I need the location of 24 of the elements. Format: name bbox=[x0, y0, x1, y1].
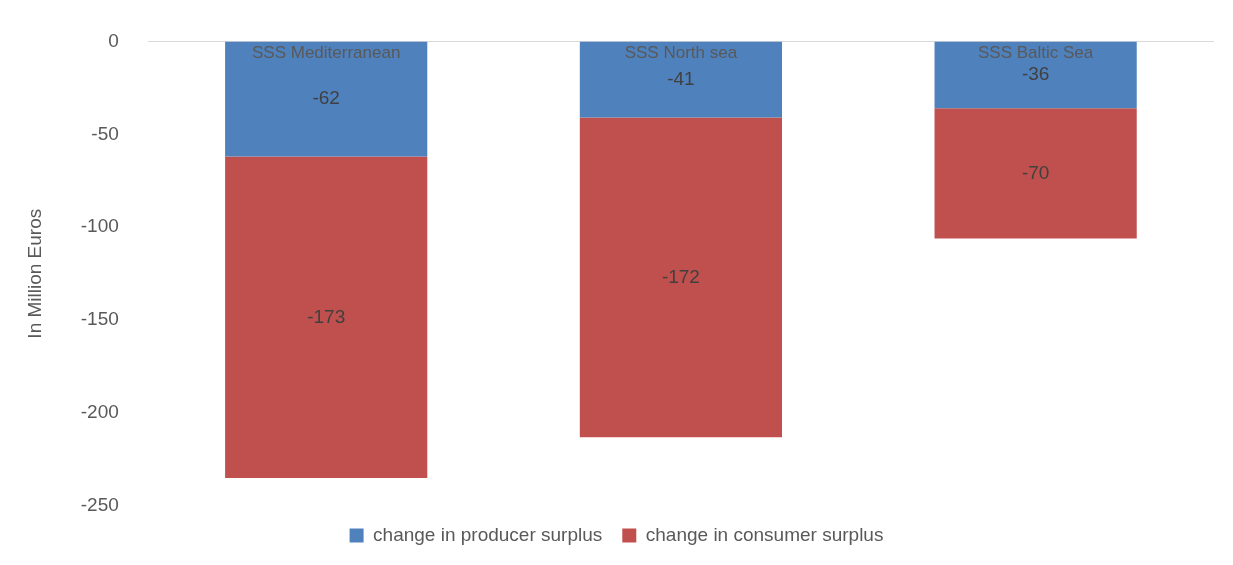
bar bbox=[579, 117, 783, 438]
bar bbox=[225, 41, 428, 157]
y-tick-label: -50 bbox=[91, 122, 119, 144]
bar bbox=[934, 108, 1137, 239]
bar bbox=[225, 156, 428, 479]
data-label: -172 bbox=[661, 265, 700, 287]
bar bbox=[579, 41, 783, 118]
y-tick-label: -100 bbox=[80, 215, 119, 237]
data-label: -41 bbox=[667, 67, 695, 89]
data-label: -70 bbox=[1021, 161, 1050, 183]
y-tick-label: -250 bbox=[80, 494, 119, 516]
data-label: -36 bbox=[1021, 63, 1050, 85]
y-axis-title: In Million Euros bbox=[23, 208, 45, 339]
x-tick-label: SSS North sea bbox=[624, 43, 738, 63]
x-tick-label: SSS Baltic Sea bbox=[978, 43, 1094, 63]
y-tick-label: -200 bbox=[80, 401, 119, 423]
x-tick-label: SSS Mediterranean bbox=[252, 43, 401, 63]
y-tick-label: 0 bbox=[108, 29, 119, 51]
data-label: -173 bbox=[307, 305, 346, 327]
y-tick-label: -150 bbox=[80, 308, 119, 330]
data-label: -62 bbox=[312, 87, 340, 109]
legend-label: change in producer surplus bbox=[373, 523, 603, 545]
legend-label: change in consumer surplus bbox=[645, 523, 884, 545]
bar bbox=[934, 41, 1137, 109]
